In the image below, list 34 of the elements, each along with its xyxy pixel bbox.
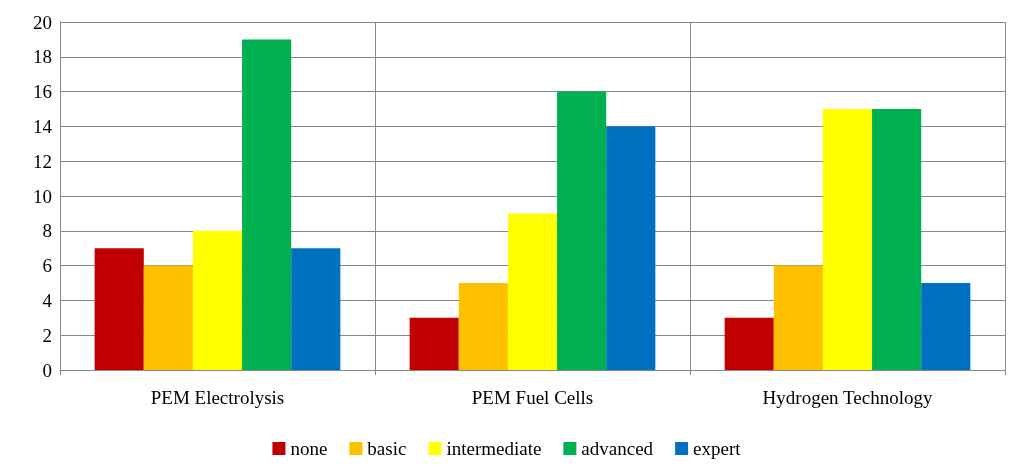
y-tick-label: 6: [42, 255, 52, 277]
bar: [458, 283, 508, 370]
bar: [409, 317, 459, 370]
y-tick-label: 8: [42, 220, 52, 242]
y-tick-label: 4: [42, 289, 53, 311]
x-tick-label: PEM Fuel Cells: [471, 387, 594, 408]
bar: [724, 317, 774, 370]
bar: [822, 109, 873, 370]
bar: [872, 109, 922, 370]
bar: [606, 126, 656, 370]
y-tick-label: 10: [33, 185, 52, 207]
bar: [557, 91, 607, 370]
bar: [242, 39, 292, 370]
bar: [192, 230, 243, 370]
y-tick-label: 18: [33, 46, 52, 68]
y-tick-label: 16: [33, 81, 52, 103]
y-tick-label: 12: [33, 150, 52, 172]
bar: [773, 265, 823, 370]
bar: [143, 265, 193, 370]
bar: [507, 213, 558, 370]
x-tick-label: Hydrogen Technology: [762, 387, 933, 408]
legend-label: advanced: [581, 438, 654, 459]
x-tick-label: PEM Electrolysis: [150, 387, 285, 408]
legend-label: basic: [367, 438, 407, 459]
legend-label: expert: [693, 438, 742, 459]
y-tick-label: 20: [33, 11, 52, 33]
legend-label: none: [290, 438, 328, 459]
legend-label: intermediate: [446, 438, 542, 459]
bar: [921, 283, 971, 370]
bar: [291, 248, 341, 370]
y-tick-label: 0: [42, 359, 52, 381]
y-tick-label: 2: [42, 324, 52, 346]
y-tick-label: 14: [33, 115, 53, 137]
bar: [94, 248, 144, 370]
